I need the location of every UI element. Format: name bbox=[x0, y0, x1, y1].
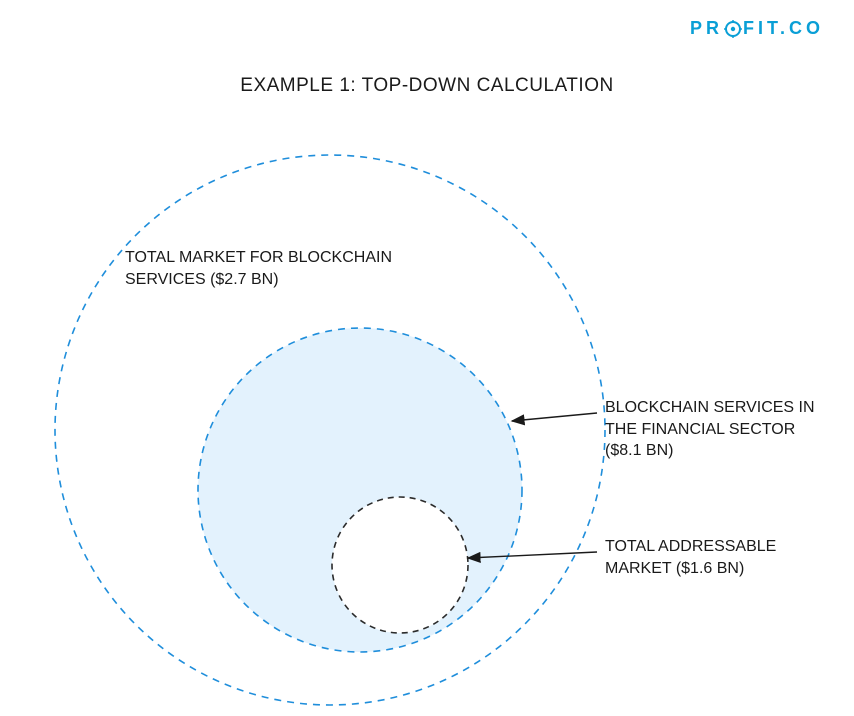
inner-circle bbox=[332, 497, 468, 633]
nested-circles-diagram bbox=[0, 0, 854, 716]
middle-circle-label: BLOCKCHAIN SERVICES IN THE FINANCIAL SEC… bbox=[605, 397, 835, 462]
inner-circle-label: TOTAL ADDRESSABLE MARKET ($1.6 BN) bbox=[605, 536, 835, 579]
outer-circle-label: TOTAL MARKET FOR BLOCKCHAIN SERVICES ($2… bbox=[125, 247, 405, 290]
arrow-0 bbox=[512, 413, 597, 421]
